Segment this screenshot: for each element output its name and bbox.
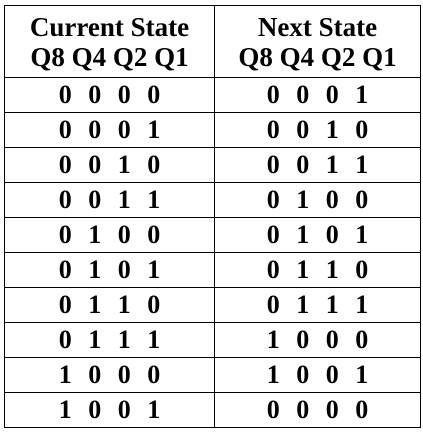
next-state-header: Next State Q8 Q4 Q2 Q1 [214, 5, 421, 78]
table-row: 0 1 0 0 0 1 0 1 [4, 217, 421, 253]
current-state-title: Current State [29, 11, 190, 42]
current-state-cell: 0 0 1 0 [4, 147, 215, 183]
header-row: Current State Q8 Q4 Q2 Q1 Next State Q8 … [4, 5, 421, 78]
current-state-cell: 0 0 1 1 [4, 182, 215, 218]
current-state-cell: 0 0 0 0 [4, 77, 215, 113]
next-state-cell: 0 0 1 0 [214, 112, 421, 148]
next-state-cell: 0 1 0 0 [214, 182, 421, 218]
next-state-value: 0 1 1 1 [266, 290, 369, 319]
next-state-value: 0 1 1 0 [266, 255, 369, 284]
next-state-cell: 0 0 0 0 [214, 392, 421, 428]
next-state-cell: 0 0 1 1 [214, 147, 421, 183]
current-state-value: 1 0 0 1 [58, 395, 161, 424]
next-state-title: Next State [257, 11, 378, 42]
current-state-cell: 1 0 0 0 [4, 357, 215, 393]
table-row: 0 0 0 1 0 0 1 0 [4, 112, 421, 148]
next-state-value: 1 0 0 1 [266, 360, 369, 389]
next-state-value: 0 0 0 1 [266, 80, 369, 109]
table-row: 1 0 0 0 1 0 0 1 [4, 357, 421, 393]
table-row: 0 0 1 1 0 1 0 0 [4, 182, 421, 218]
next-state-cell: 0 1 1 0 [214, 252, 421, 288]
next-state-value: 0 0 1 1 [266, 150, 369, 179]
next-state-value: 0 0 0 0 [266, 395, 369, 424]
current-state-bit-labels: Q8 Q4 Q2 Q1 [30, 41, 189, 72]
table-row: 1 0 0 1 0 0 0 0 [4, 392, 421, 428]
current-state-value: 0 1 1 0 [58, 290, 161, 319]
current-state-cell: 0 1 0 1 [4, 252, 215, 288]
current-state-value: 0 1 0 1 [58, 255, 161, 284]
current-state-cell: 1 0 0 1 [4, 392, 215, 428]
current-state-value: 0 1 1 1 [58, 325, 161, 354]
current-state-value: 1 0 0 0 [58, 360, 161, 389]
table-row: 0 0 1 0 0 0 1 1 [4, 147, 421, 183]
current-state-header: Current State Q8 Q4 Q2 Q1 [4, 5, 215, 78]
current-state-value: 0 0 1 0 [58, 150, 161, 179]
table-row: 0 0 0 0 0 0 0 1 [4, 77, 421, 113]
next-state-value: 1 0 0 0 [266, 325, 369, 354]
table-row: 0 1 1 1 1 0 0 0 [4, 322, 421, 358]
state-transition-table: Current State Q8 Q4 Q2 Q1 Next State Q8 … [4, 5, 421, 428]
current-state-cell: 0 0 0 1 [4, 112, 215, 148]
next-state-cell: 0 0 0 1 [214, 77, 421, 113]
current-state-value: 0 0 0 1 [58, 115, 161, 144]
current-state-cell: 0 1 1 0 [4, 287, 215, 323]
current-state-value: 0 0 0 0 [58, 80, 161, 109]
next-state-value: 0 0 1 0 [266, 115, 369, 144]
current-state-cell: 0 1 0 0 [4, 217, 215, 253]
table-row: 0 1 0 1 0 1 1 0 [4, 252, 421, 288]
next-state-bit-labels: Q8 Q4 Q2 Q1 [238, 41, 397, 72]
current-state-cell: 0 1 1 1 [4, 322, 215, 358]
next-state-value: 0 1 0 1 [266, 220, 369, 249]
next-state-cell: 1 0 0 0 [214, 322, 421, 358]
current-state-value: 0 1 0 0 [58, 220, 161, 249]
next-state-cell: 1 0 0 1 [214, 357, 421, 393]
next-state-cell: 0 1 1 1 [214, 287, 421, 323]
next-state-value: 0 1 0 0 [266, 185, 369, 214]
table-row: 0 1 1 0 0 1 1 1 [4, 287, 421, 323]
next-state-cell: 0 1 0 1 [214, 217, 421, 253]
current-state-value: 0 0 1 1 [58, 185, 161, 214]
